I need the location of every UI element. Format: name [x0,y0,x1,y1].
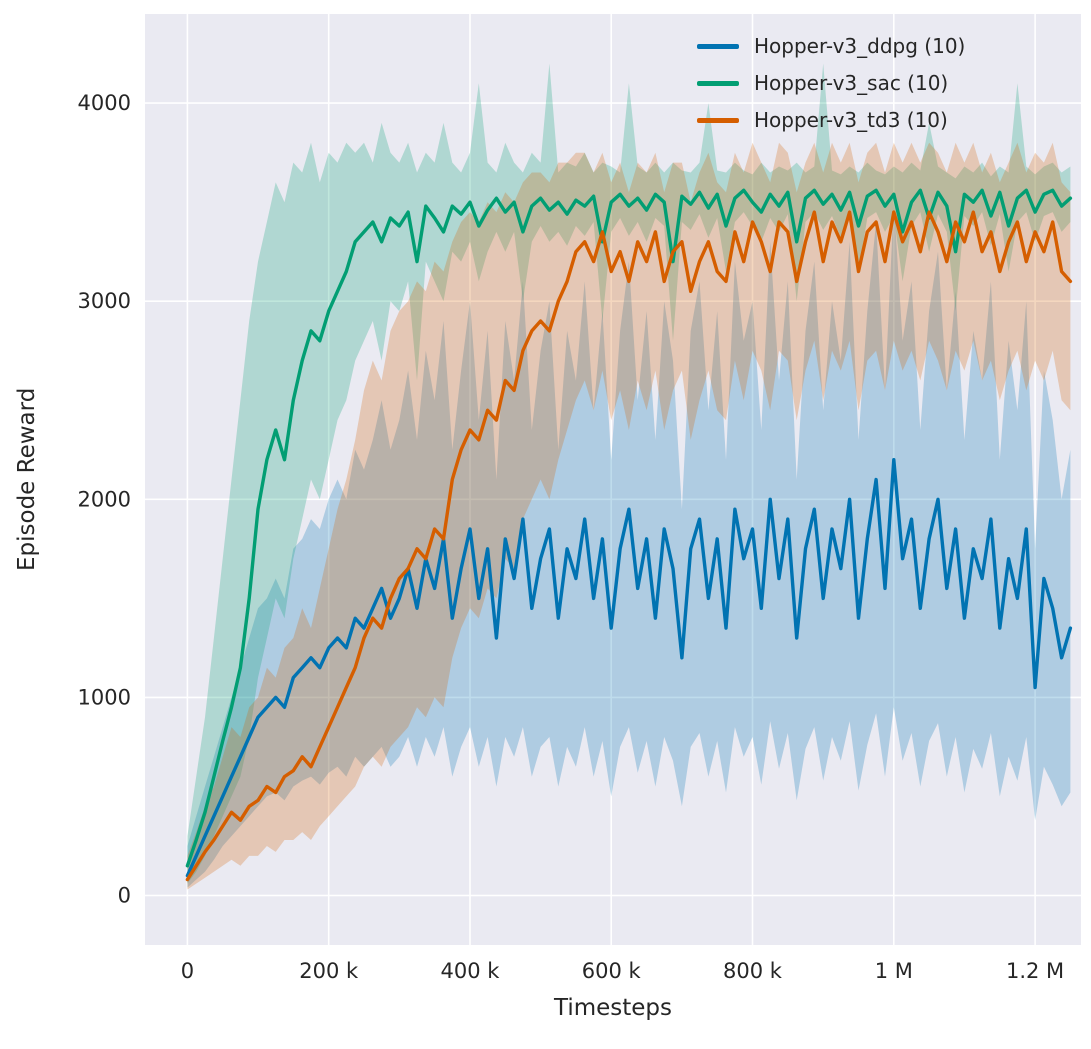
svg-text:1000: 1000 [78,685,131,709]
svg-text:800 k: 800 k [723,959,783,983]
legend: Hopper-v3_ddpg (10) Hopper-v3_sac (10) H… [697,34,965,132]
legend-swatch-ddpg [697,43,739,49]
legend-item: Hopper-v3_sac (10) [697,71,965,95]
legend-swatch-sac [697,80,739,86]
legend-item: Hopper-v3_td3 (10) [697,108,965,132]
legend-swatch-td3 [697,117,739,123]
y-axis-label: Episode Reward [14,387,40,572]
svg-text:1 M: 1 M [875,959,913,983]
x-axis-label: Timesteps [553,995,673,1021]
svg-text:0: 0 [118,884,131,908]
svg-text:400 k: 400 k [441,959,501,983]
svg-text:0: 0 [181,959,194,983]
legend-label-ddpg: Hopper-v3_ddpg (10) [754,34,966,58]
svg-text:3000: 3000 [78,289,131,313]
svg-text:200 k: 200 k [299,959,359,983]
legend-label-td3: Hopper-v3_td3 (10) [754,108,948,132]
svg-text:2000: 2000 [78,487,131,511]
svg-text:4000: 4000 [78,91,131,115]
svg-text:1.2 M: 1.2 M [1006,959,1064,983]
legend-item: Hopper-v3_ddpg (10) [697,34,965,58]
svg-text:600 k: 600 k [582,959,642,983]
legend-label-sac: Hopper-v3_sac (10) [754,71,949,95]
